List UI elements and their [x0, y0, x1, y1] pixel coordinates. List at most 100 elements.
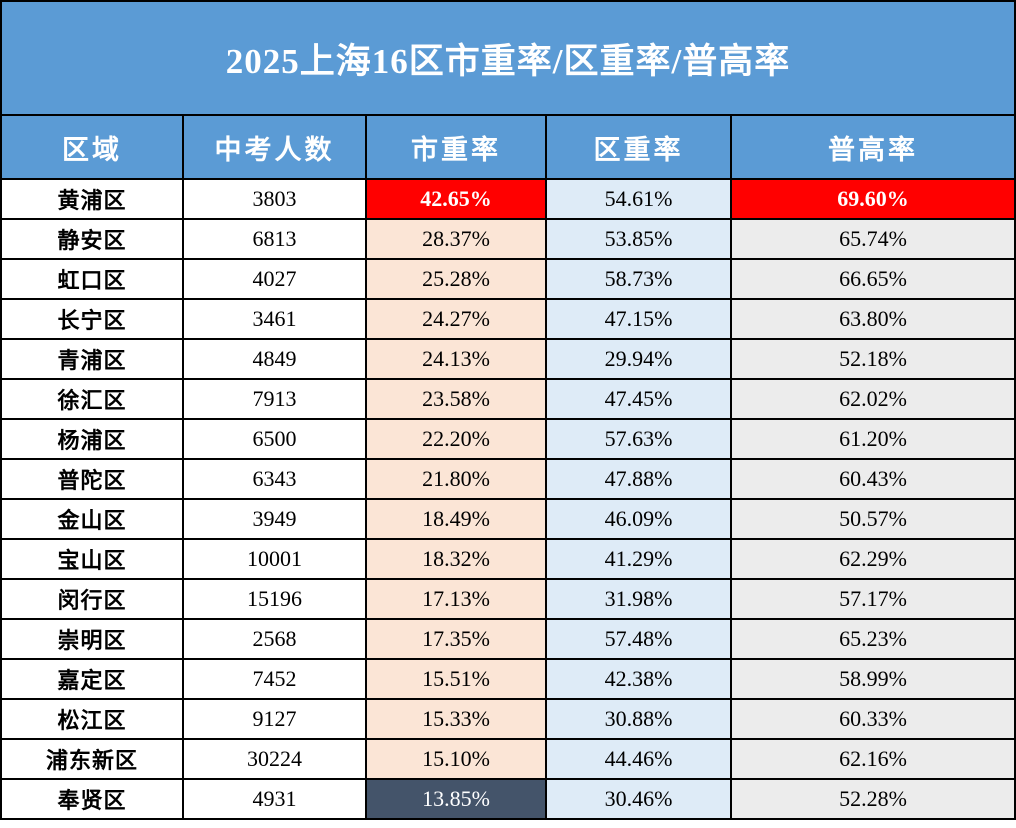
table-row: 虹口区 4027 25.28% 58.73% 66.65% [0, 258, 1016, 300]
cell-district: 普陀区 [0, 458, 184, 500]
cell-city-rate: 15.33% [365, 698, 547, 740]
cell-district: 长宁区 [0, 298, 184, 340]
col-header-city-rate: 市重率 [365, 114, 547, 180]
cell-regular-hs-rate: 60.33% [729, 698, 1016, 740]
cell-regular-hs-rate: 66.65% [729, 258, 1016, 300]
cell-regular-hs-rate: 52.28% [729, 778, 1016, 820]
table-row: 金山区 3949 18.49% 46.09% 50.57% [0, 498, 1016, 540]
col-header-district-rate: 区重率 [545, 114, 732, 180]
cell-candidates: 6343 [182, 458, 367, 500]
cell-candidates: 6813 [182, 218, 367, 260]
cell-city-rate: 17.35% [365, 618, 547, 660]
header-row: 区域 中考人数 市重率 区重率 普高率 [0, 114, 1016, 180]
cell-regular-hs-rate: 62.02% [729, 378, 1016, 420]
cell-district-rate: 47.88% [545, 458, 732, 500]
cell-regular-hs-rate: 62.16% [729, 738, 1016, 780]
cell-candidates: 4027 [182, 258, 367, 300]
cell-candidates: 7452 [182, 658, 367, 700]
table-row: 嘉定区 7452 15.51% 42.38% 58.99% [0, 658, 1016, 700]
table-body: 黄浦区 3803 42.65% 54.61% 69.60% 静安区 6813 2… [0, 178, 1016, 820]
cell-district-rate: 41.29% [545, 538, 732, 580]
cell-district: 松江区 [0, 698, 184, 740]
cell-candidates: 3949 [182, 498, 367, 540]
cell-city-rate: 18.49% [365, 498, 547, 540]
cell-city-rate: 42.65% [365, 178, 547, 220]
cell-candidates: 3803 [182, 178, 367, 220]
table-row: 松江区 9127 15.33% 30.88% 60.33% [0, 698, 1016, 740]
cell-district: 虹口区 [0, 258, 184, 300]
cell-regular-hs-rate: 65.74% [729, 218, 1016, 260]
cell-city-rate: 13.85% [365, 778, 547, 820]
cell-city-rate: 15.51% [365, 658, 547, 700]
cell-district-rate: 54.61% [545, 178, 732, 220]
cell-district: 金山区 [0, 498, 184, 540]
cell-regular-hs-rate: 50.57% [729, 498, 1016, 540]
cell-district: 嘉定区 [0, 658, 184, 700]
cell-district-rate: 47.45% [545, 378, 732, 420]
cell-candidates: 7913 [182, 378, 367, 420]
cell-regular-hs-rate: 69.60% [729, 178, 1016, 220]
table-row: 宝山区 10001 18.32% 41.29% 62.29% [0, 538, 1016, 580]
cell-candidates: 6500 [182, 418, 367, 460]
col-header-regular-hs-rate: 普高率 [729, 114, 1016, 180]
cell-city-rate: 24.13% [365, 338, 547, 380]
cell-district-rate: 53.85% [545, 218, 732, 260]
cell-city-rate: 15.10% [365, 738, 547, 780]
cell-city-rate: 22.20% [365, 418, 547, 460]
cell-district-rate: 29.94% [545, 338, 732, 380]
table-row: 崇明区 2568 17.35% 57.48% 65.23% [0, 618, 1016, 660]
cell-candidates: 30224 [182, 738, 367, 780]
cell-regular-hs-rate: 57.17% [729, 578, 1016, 620]
cell-city-rate: 21.80% [365, 458, 547, 500]
cell-regular-hs-rate: 52.18% [729, 338, 1016, 380]
cell-city-rate: 28.37% [365, 218, 547, 260]
table-row: 浦东新区 30224 15.10% 44.46% 62.16% [0, 738, 1016, 780]
cell-district-rate: 42.38% [545, 658, 732, 700]
cell-district: 闵行区 [0, 578, 184, 620]
cell-district: 奉贤区 [0, 778, 184, 820]
table-row: 奉贤区 4931 13.85% 30.46% 52.28% [0, 778, 1016, 820]
cell-district-rate: 30.46% [545, 778, 732, 820]
cell-regular-hs-rate: 61.20% [729, 418, 1016, 460]
cell-district-rate: 44.46% [545, 738, 732, 780]
cell-city-rate: 17.13% [365, 578, 547, 620]
cell-regular-hs-rate: 62.29% [729, 538, 1016, 580]
cell-regular-hs-rate: 65.23% [729, 618, 1016, 660]
cell-district-rate: 47.15% [545, 298, 732, 340]
cell-candidates: 4849 [182, 338, 367, 380]
table-row: 青浦区 4849 24.13% 29.94% 52.18% [0, 338, 1016, 380]
cell-district: 杨浦区 [0, 418, 184, 460]
cell-district-rate: 46.09% [545, 498, 732, 540]
col-header-district: 区域 [0, 114, 184, 180]
table-row: 普陀区 6343 21.80% 47.88% 60.43% [0, 458, 1016, 500]
cell-district: 黄浦区 [0, 178, 184, 220]
cell-candidates: 15196 [182, 578, 367, 620]
cell-city-rate: 24.27% [365, 298, 547, 340]
cell-regular-hs-rate: 60.43% [729, 458, 1016, 500]
table-row: 徐汇区 7913 23.58% 47.45% 62.02% [0, 378, 1016, 420]
cell-district: 青浦区 [0, 338, 184, 380]
col-header-candidates: 中考人数 [182, 114, 367, 180]
cell-district: 徐汇区 [0, 378, 184, 420]
cell-candidates: 4931 [182, 778, 367, 820]
cell-candidates: 9127 [182, 698, 367, 740]
cell-city-rate: 25.28% [365, 258, 547, 300]
cell-regular-hs-rate: 58.99% [729, 658, 1016, 700]
cell-district-rate: 31.98% [545, 578, 732, 620]
cell-regular-hs-rate: 63.80% [729, 298, 1016, 340]
title-row: 2025上海16区市重率/区重率/普高率 [0, 0, 1016, 116]
cell-candidates: 2568 [182, 618, 367, 660]
cell-city-rate: 23.58% [365, 378, 547, 420]
cell-district-rate: 58.73% [545, 258, 732, 300]
cell-candidates: 10001 [182, 538, 367, 580]
cell-city-rate: 18.32% [365, 538, 547, 580]
table-row: 杨浦区 6500 22.20% 57.63% 61.20% [0, 418, 1016, 460]
cell-district: 浦东新区 [0, 738, 184, 780]
table-row: 黄浦区 3803 42.65% 54.61% 69.60% [0, 178, 1016, 220]
cell-district-rate: 57.63% [545, 418, 732, 460]
cell-candidates: 3461 [182, 298, 367, 340]
table-row: 静安区 6813 28.37% 53.85% 65.74% [0, 218, 1016, 260]
cell-district-rate: 57.48% [545, 618, 732, 660]
